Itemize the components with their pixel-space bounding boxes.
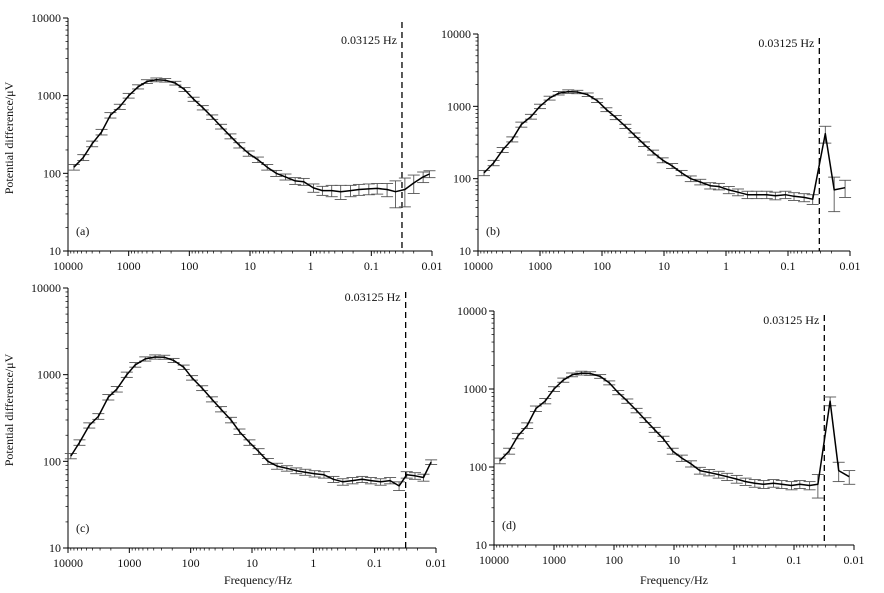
x-tick-label: 10000 <box>53 259 83 273</box>
error-bar <box>839 179 852 198</box>
panel-b: 10 100 1000 10000 10000 1000 100 10 1 0.1 0.01 0.03… <box>441 27 861 273</box>
x-tick-label: 1 <box>731 553 737 567</box>
x-tick-label: 1 <box>310 556 316 570</box>
panel-label: (d) <box>502 518 516 532</box>
error-bar <box>407 174 420 194</box>
ylabel-bottom: Potential difference/μV <box>2 353 16 466</box>
y-tick-label: 100 <box>469 460 487 474</box>
x-tick-label: 0.01 <box>426 556 447 570</box>
x-tick-label: 1000 <box>117 556 141 570</box>
ylabel-top: Potential difference/μV <box>2 81 16 194</box>
panel-label: (b) <box>486 224 500 238</box>
error-bar <box>843 470 856 485</box>
x-tick-label: 0.01 <box>422 259 443 273</box>
error-bar <box>64 453 77 460</box>
panel-d: 10 100 1000 10000 10000 1000 100 10 1 0.1 0.01 0.03… <box>457 304 865 567</box>
x-tick-label: 0.01 <box>844 553 865 567</box>
x-tick-label: 1000 <box>528 259 552 273</box>
y-tick-label: 100 <box>43 166 61 180</box>
series-line <box>73 79 430 193</box>
series-line <box>70 356 432 487</box>
x-tick-label: 10 <box>244 259 256 273</box>
y-tick-label: 10 <box>49 541 61 555</box>
x-tick-label: 0.1 <box>781 259 796 273</box>
y-tick-label: 1000 <box>447 99 471 113</box>
y-tick-label: 100 <box>43 454 61 468</box>
panel-label: (c) <box>76 521 89 535</box>
panel-a: 10 100 1000 10000 10000 1000 100 10 1 0.1 0.01 0.03… <box>31 11 443 273</box>
reference-line-label: 0.03125 Hz <box>763 313 819 327</box>
x-tick-label: 0.1 <box>787 553 802 567</box>
x-tick-label: 100 <box>593 259 611 273</box>
y-tick-label: 1000 <box>463 382 487 396</box>
y-tick-label: 1000 <box>37 89 61 103</box>
series-line <box>499 372 850 487</box>
x-tick-label: 0.1 <box>364 259 379 273</box>
y-tick-label: 10 <box>49 244 61 258</box>
x-tick-label: 100 <box>180 259 198 273</box>
reference-line-label: 0.03125 Hz <box>345 290 401 304</box>
panel-label: (a) <box>76 224 89 238</box>
x-tick-label: 10 <box>246 556 258 570</box>
x-tick-label: 1000 <box>117 259 141 273</box>
reference-line-label: 0.03125 Hz <box>758 36 814 50</box>
y-tick-label: 10000 <box>31 281 61 295</box>
x-tick-label: 10000 <box>463 259 493 273</box>
x-tick-label: 1 <box>723 259 729 273</box>
error-bar <box>67 164 80 171</box>
error-bar <box>398 177 411 208</box>
error-bar <box>389 180 402 209</box>
error-bar <box>493 457 506 465</box>
y-tick-label: 100 <box>453 172 471 186</box>
panel-c: 10 100 1000 10000 10000 1000 100 10 1 0.1 0.01 0.03… <box>31 281 447 570</box>
y-tick-label: 10 <box>459 244 471 258</box>
x-tick-label: 10000 <box>479 553 509 567</box>
x-tick-label: 100 <box>182 556 200 570</box>
x-tick-label: 10000 <box>53 556 83 570</box>
xlabel-left: Frequency/Hz <box>224 573 292 587</box>
error-bar <box>811 474 824 499</box>
y-tick-label: 1000 <box>37 368 61 382</box>
x-tick-label: 10 <box>658 259 670 273</box>
x-tick-label: 1 <box>308 259 314 273</box>
y-tick-label: 10000 <box>457 304 487 318</box>
x-tick-label: 0.01 <box>840 259 861 273</box>
y-tick-label: 10000 <box>441 27 471 41</box>
x-tick-label: 10 <box>668 553 680 567</box>
reference-line-label: 0.03125 Hz <box>341 33 397 47</box>
x-tick-label: 0.1 <box>367 556 382 570</box>
x-tick-label: 100 <box>605 553 623 567</box>
y-tick-label: 10 <box>475 538 487 552</box>
series-line <box>483 90 846 200</box>
x-tick-label: 1000 <box>542 553 566 567</box>
error-bar <box>478 169 491 177</box>
xlabel-right: Frequency/Hz <box>640 573 708 587</box>
error-bar <box>828 176 841 213</box>
y-tick-label: 10000 <box>31 11 61 25</box>
